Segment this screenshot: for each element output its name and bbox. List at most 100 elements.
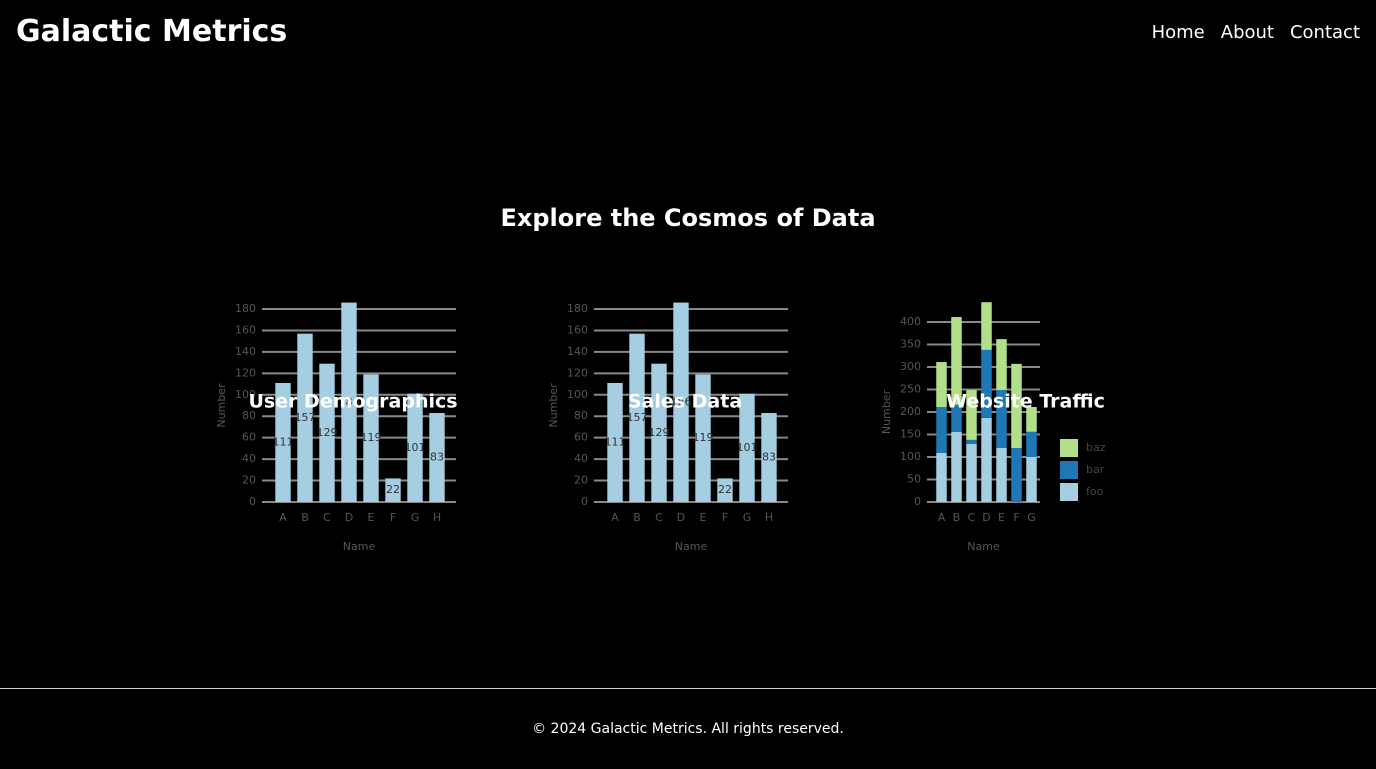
value-label: 186: [671, 395, 692, 408]
value-label: 101: [737, 441, 758, 454]
y-tick-label: 180: [235, 302, 256, 315]
bar-segment: [996, 339, 1007, 390]
bar-segment: [1011, 363, 1022, 448]
bar-segment: [951, 404, 962, 432]
y-tick-label: 150: [900, 428, 921, 441]
y-tick-label: 20: [242, 474, 256, 487]
x-tick-label: A: [938, 511, 946, 524]
bar: [363, 374, 379, 502]
bar-segment: [981, 417, 992, 502]
value-label: 119: [361, 431, 382, 444]
y-tick-label: 20: [574, 474, 588, 487]
bar-segment: [936, 362, 947, 408]
y-axis-label: Number: [880, 389, 893, 434]
legend-swatch: [1060, 483, 1078, 501]
bar: [319, 363, 335, 502]
y-tick-label: 40: [242, 452, 256, 465]
value-label: 111: [605, 435, 626, 448]
x-axis-label: Name: [675, 540, 708, 553]
y-tick-label: 80: [242, 409, 256, 422]
y-tick-label: 100: [900, 450, 921, 463]
nav: Home About Contact: [1152, 22, 1360, 43]
y-tick-label: 300: [900, 360, 921, 373]
y-tick-label: 180: [567, 302, 588, 315]
y-tick-label: 0: [249, 495, 256, 508]
y-tick-label: 50: [907, 473, 921, 486]
bar-segment: [966, 443, 977, 502]
x-tick-label: A: [611, 511, 619, 524]
x-axis-label: Name: [343, 540, 376, 553]
x-tick-label: D: [982, 511, 990, 524]
value-label: 157: [295, 411, 316, 424]
chart: 0 20 40 60 80 100 120 140 160 180 A B C D E F G H 11115712…: [547, 302, 788, 553]
legend-label: foo: [1086, 485, 1104, 498]
chart-title: User Demographics: [248, 391, 457, 413]
y-tick-label: 80: [574, 409, 588, 422]
nav-link[interactable]: Home: [1151, 22, 1205, 43]
y-tick-label: 160: [567, 323, 588, 336]
legend-swatch: [1060, 439, 1078, 457]
x-tick-label: C: [655, 511, 663, 524]
bar-segment: [1026, 457, 1037, 502]
y-tick-label: 60: [242, 431, 256, 444]
value-label: 83: [762, 451, 776, 464]
nav-link[interactable]: Contact: [1289, 22, 1360, 43]
brand: Galactic Metrics: [16, 14, 288, 49]
x-tick-label: D: [345, 511, 353, 524]
y-tick-label: 120: [567, 366, 588, 379]
y-tick-label: 200: [900, 405, 921, 418]
y-tick-label: 60: [574, 431, 588, 444]
legend-label: baz: [1086, 441, 1106, 454]
x-tick-label: D: [677, 511, 685, 524]
heading: Explore the Cosmos of Data: [500, 204, 876, 232]
bar: [629, 333, 645, 502]
y-axis-label: Number: [547, 383, 560, 428]
bar-segment: [966, 389, 977, 440]
x-tick-label: B: [633, 511, 641, 524]
bar: [275, 382, 291, 502]
bar-segment: [1026, 407, 1037, 432]
value-label: 119: [693, 431, 714, 444]
x-tick-label: F: [722, 511, 728, 524]
bar-segment: [966, 439, 977, 444]
value-label: 129: [649, 426, 670, 439]
legend-swatch: [1060, 461, 1078, 479]
y-tick-label: 140: [235, 345, 256, 358]
x-tick-label: C: [968, 511, 976, 524]
y-tick-label: 100: [567, 388, 588, 401]
nav-link[interactable]: About: [1220, 22, 1274, 43]
y-tick-label: 100: [235, 388, 256, 401]
x-tick-label: G: [743, 511, 752, 524]
x-tick-label: B: [953, 511, 961, 524]
x-tick-label: F: [1013, 511, 1019, 524]
x-tick-label: F: [390, 511, 396, 524]
bar: [341, 302, 357, 502]
bar: [429, 413, 445, 502]
bar-segment: [951, 317, 962, 405]
y-tick-label: 140: [567, 345, 588, 358]
value-label: 129: [317, 426, 338, 439]
value-label: 22: [386, 483, 400, 496]
x-tick-label: E: [368, 511, 375, 524]
bar: [695, 374, 711, 502]
y-axis-label: Number: [215, 383, 228, 428]
bar-segment: [996, 389, 1007, 448]
y-tick-label: 0: [581, 495, 588, 508]
x-tick-label: E: [700, 511, 707, 524]
bar: [761, 413, 777, 502]
x-tick-label: H: [765, 511, 773, 524]
value-label: 186: [339, 395, 360, 408]
bar: [607, 382, 623, 502]
chart-title: Website Traffic: [946, 391, 1105, 413]
x-tick-label: H: [433, 511, 441, 524]
bar: [717, 478, 733, 502]
x-tick-label: E: [998, 511, 1005, 524]
bar: [739, 393, 755, 502]
value-label: 101: [405, 441, 426, 454]
value-label: 22: [718, 483, 732, 496]
x-tick-label: G: [1027, 511, 1036, 524]
bar-segment: [1011, 448, 1022, 502]
footer: © 2024 Galactic Metrics. All rights rese…: [0, 688, 1376, 769]
